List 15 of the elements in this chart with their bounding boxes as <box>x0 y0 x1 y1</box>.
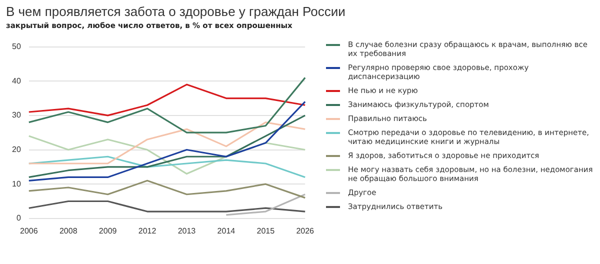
x-tick-label: 2013 <box>178 226 196 236</box>
x-tick-label: 2015 <box>256 226 276 236</box>
x-tick-label: 2006 <box>20 226 38 236</box>
y-tick-label: 50 <box>12 42 22 52</box>
y-tick-label: 40 <box>12 76 22 86</box>
y-tick-label: 10 <box>12 179 22 188</box>
x-tick-label: 2012 <box>138 226 157 236</box>
x-tick-label: 2009 <box>98 226 118 236</box>
chart-title: В чем проявляется забота о здоровье у граждан России <box>6 4 346 19</box>
x-tick-label: 2008 <box>59 226 78 236</box>
y-tick-label: 30 <box>12 110 22 120</box>
x-tick-label: 2014 <box>217 226 236 236</box>
y-tick-label: 0 <box>16 214 22 223</box>
y-tick-label: 20 <box>12 144 22 154</box>
x-tick-label: 2026 <box>296 226 315 236</box>
